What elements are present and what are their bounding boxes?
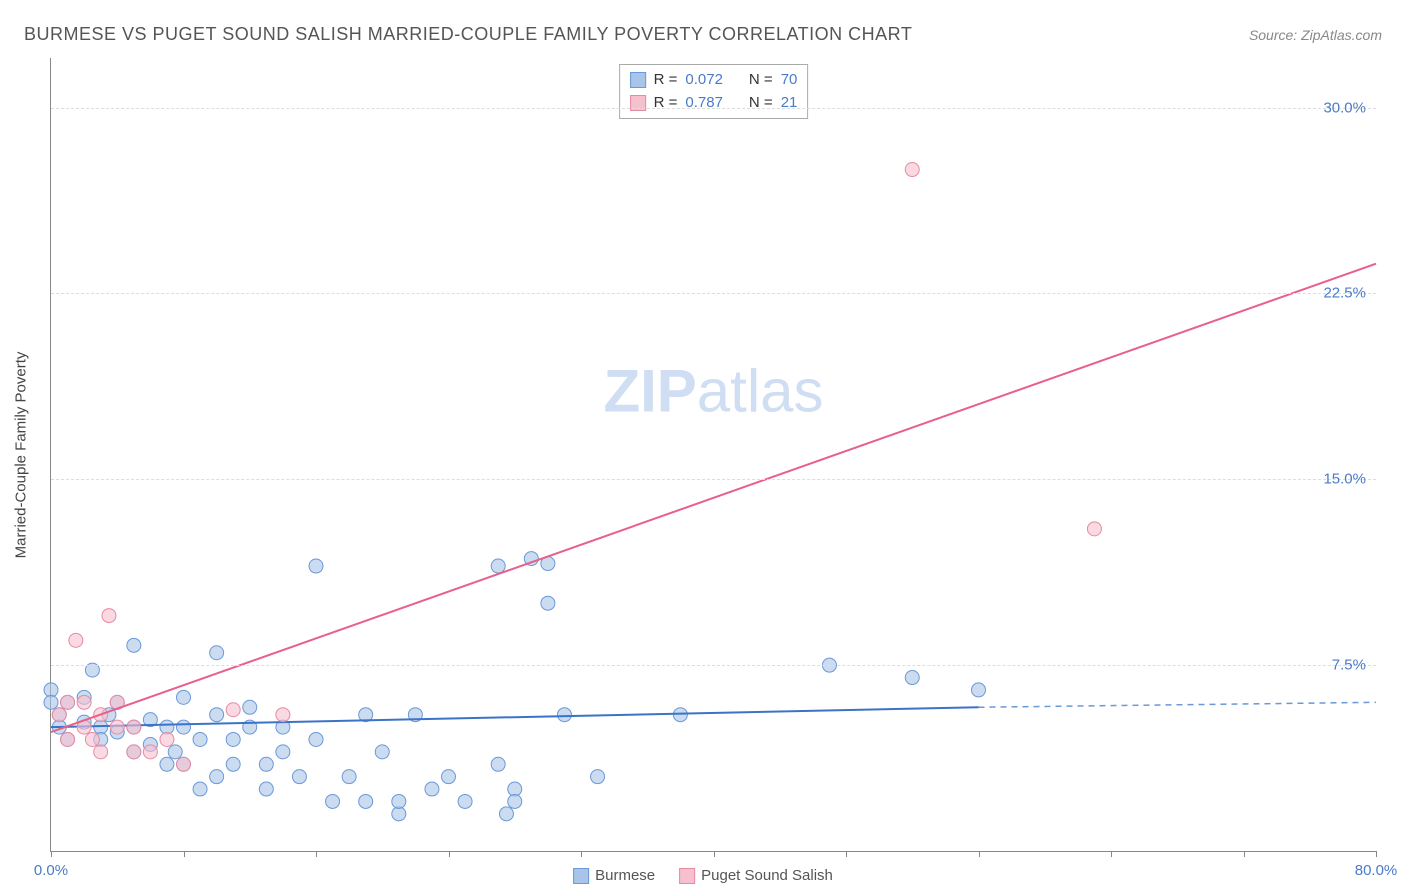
regression-line-extension (979, 702, 1377, 707)
scatter-point (591, 770, 605, 784)
scatter-point (458, 794, 472, 808)
scatter-point (309, 732, 323, 746)
chart-source: Source: ZipAtlas.com (1249, 27, 1382, 43)
scatter-point (499, 807, 513, 821)
plot-svg (51, 58, 1376, 851)
scatter-point (276, 745, 290, 759)
scatter-point (905, 671, 919, 685)
scatter-point (193, 782, 207, 796)
chart-title: BURMESE VS PUGET SOUND SALISH MARRIED-CO… (24, 24, 912, 45)
scatter-point (442, 770, 456, 784)
scatter-point (110, 720, 124, 734)
r-label: R = (654, 69, 678, 92)
y-axis-label: Married-Couple Family Poverty (13, 351, 30, 558)
scatter-point (177, 757, 191, 771)
n-label: N = (749, 92, 773, 115)
scatter-point (226, 732, 240, 746)
chart-plot-area: Married-Couple Family Poverty ZIPatlas R… (50, 58, 1376, 852)
scatter-point (210, 646, 224, 660)
scatter-point (160, 732, 174, 746)
scatter-point (127, 745, 141, 759)
scatter-point (425, 782, 439, 796)
legend-label: Burmese (595, 867, 655, 884)
scatter-point (392, 794, 406, 808)
scatter-point (243, 700, 257, 714)
scatter-point (259, 782, 273, 796)
scatter-point (85, 732, 99, 746)
scatter-point (491, 757, 505, 771)
ytick-label: 22.5% (1323, 285, 1366, 302)
legend-swatch-blue (573, 868, 589, 884)
scatter-point (52, 708, 66, 722)
scatter-point (326, 794, 340, 808)
scatter-point (508, 794, 522, 808)
scatter-point (160, 757, 174, 771)
ytick-label: 15.0% (1323, 471, 1366, 488)
scatter-point (127, 638, 141, 652)
scatter-point (168, 745, 182, 759)
scatter-point (177, 690, 191, 704)
scatter-point (276, 708, 290, 722)
scatter-point (127, 720, 141, 734)
n-value-1: 21 (781, 92, 798, 115)
scatter-point (1087, 522, 1101, 536)
correlation-legend-row-0: R = 0.072 N = 70 (630, 69, 798, 92)
scatter-point (61, 695, 75, 709)
scatter-point (61, 732, 75, 746)
chart-header: BURMESE VS PUGET SOUND SALISH MARRIED-CO… (24, 24, 1382, 45)
scatter-point (972, 683, 986, 697)
n-label: N = (749, 69, 773, 92)
scatter-point (292, 770, 306, 784)
legend-swatch-pink (679, 868, 695, 884)
legend-item-burmese: Burmese (573, 867, 655, 884)
ytick-label: 7.5% (1332, 657, 1366, 674)
xtick-label: 80.0% (1355, 862, 1398, 879)
scatter-point (375, 745, 389, 759)
legend-label: Puget Sound Salish (701, 867, 833, 884)
scatter-point (359, 794, 373, 808)
scatter-point (309, 559, 323, 573)
scatter-point (557, 708, 571, 722)
scatter-point (259, 757, 273, 771)
scatter-point (44, 695, 58, 709)
scatter-point (210, 770, 224, 784)
regression-line (51, 707, 979, 727)
legend-item-salish: Puget Sound Salish (679, 867, 833, 884)
series-legend: Burmese Puget Sound Salish (573, 867, 833, 884)
scatter-point (226, 757, 240, 771)
ytick-label: 30.0% (1323, 99, 1366, 116)
correlation-legend-row-1: R = 0.787 N = 21 (630, 92, 798, 115)
scatter-point (491, 559, 505, 573)
scatter-point (210, 708, 224, 722)
scatter-point (77, 695, 91, 709)
r-label: R = (654, 92, 678, 115)
scatter-point (193, 732, 207, 746)
scatter-point (541, 596, 555, 610)
scatter-point (226, 703, 240, 717)
n-value-0: 70 (781, 69, 798, 92)
legend-swatch-blue (630, 72, 646, 88)
scatter-point (94, 745, 108, 759)
correlation-legend: R = 0.072 N = 70 R = 0.787 N = 21 (619, 64, 809, 119)
r-value-0: 0.072 (685, 69, 723, 92)
xtick-label: 0.0% (34, 862, 68, 879)
r-value-1: 0.787 (685, 92, 723, 115)
scatter-point (905, 163, 919, 177)
scatter-point (102, 609, 116, 623)
scatter-point (342, 770, 356, 784)
scatter-point (177, 720, 191, 734)
regression-line (51, 264, 1376, 732)
scatter-point (69, 633, 83, 647)
scatter-point (143, 745, 157, 759)
